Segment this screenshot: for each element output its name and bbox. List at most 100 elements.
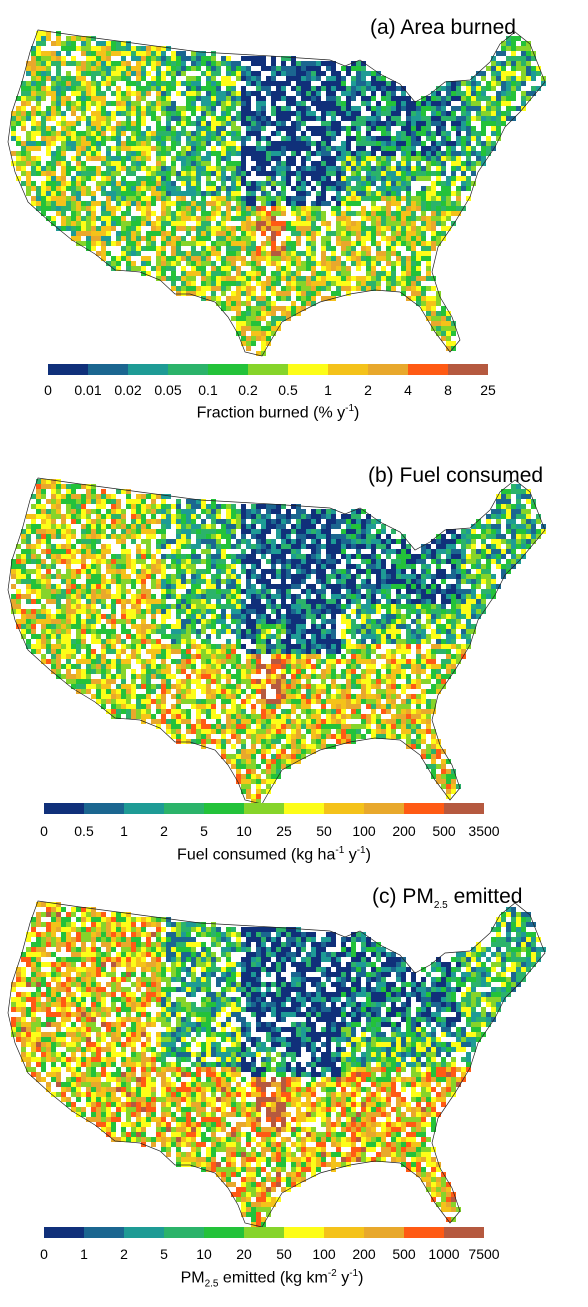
grid-cell: [361, 569, 366, 574]
grid-cell: [436, 126, 441, 131]
grid-cell: [376, 519, 381, 524]
grid-cell: [71, 499, 76, 504]
grid-cell: [201, 539, 206, 544]
grid-cell: [91, 36, 96, 41]
grid-cell: [236, 216, 241, 221]
grid-cell: [326, 156, 331, 161]
grid-cell: [246, 524, 251, 529]
grid-cell: [261, 316, 266, 321]
grid-cell: [291, 141, 296, 146]
grid-cell: [316, 161, 321, 166]
grid-cell: [406, 191, 411, 196]
grid-cell: [486, 106, 491, 111]
grid-cell: [141, 156, 146, 161]
grid-cell: [71, 196, 76, 201]
grid-cell: [331, 246, 336, 251]
grid-cell: [476, 141, 481, 146]
grid-cell: [396, 221, 401, 226]
grid-cell: [81, 41, 86, 46]
grid-cell: [296, 151, 301, 156]
grid-cell: [526, 489, 531, 494]
grid-cell: [151, 196, 156, 201]
grid-cell: [446, 311, 451, 316]
grid-cell: [141, 131, 146, 136]
grid-cell: [371, 276, 376, 281]
grid-cell: [511, 51, 516, 56]
grid-cell: [136, 121, 141, 126]
grid-cell: [301, 569, 306, 574]
grid-cell: [371, 191, 376, 196]
grid-cell: [321, 161, 326, 166]
grid-cell: [86, 569, 91, 574]
grid-cell: [51, 524, 56, 529]
grid-cell: [166, 504, 171, 509]
grid-cell: [411, 291, 416, 296]
grid-cell: [161, 151, 166, 156]
grid-cell: [156, 549, 161, 554]
grid-cell: [161, 101, 166, 106]
grid-cell: [341, 126, 346, 131]
grid-cell: [326, 166, 331, 171]
grid-cell: [166, 96, 171, 101]
grid-cell: [146, 111, 151, 116]
grid-cell: [246, 514, 251, 519]
grid-cell: [41, 81, 46, 86]
grid-cell: [396, 539, 401, 544]
grid-cell: [261, 231, 266, 236]
grid-cell: [46, 206, 51, 211]
grid-cell: [266, 251, 271, 256]
grid-cell: [416, 291, 421, 296]
grid-cell: [301, 534, 306, 539]
grid-cell: [316, 176, 321, 181]
grid-cell: [186, 201, 191, 206]
grid-cell: [136, 181, 141, 186]
grid-cell: [466, 86, 471, 91]
grid-cell: [36, 161, 41, 166]
grid-cell: [116, 579, 121, 584]
grid-cell: [56, 524, 61, 529]
grid-cell: [471, 126, 476, 131]
grid-cell: [121, 226, 126, 231]
grid-cell: [386, 106, 391, 111]
grid-cell: [366, 136, 371, 141]
grid-cell: [511, 524, 516, 529]
grid-cell: [81, 226, 86, 231]
grid-cell: [411, 126, 416, 131]
grid-cell: [51, 529, 56, 534]
grid-cell: [211, 201, 216, 206]
grid-cell: [191, 564, 196, 569]
grid-cell: [511, 91, 516, 96]
grid-cell: [391, 186, 396, 191]
grid-cell: [196, 156, 201, 161]
grid-cell: [86, 519, 91, 524]
grid-cell: [521, 509, 526, 514]
grid-cell: [356, 196, 361, 201]
grid-cell: [76, 46, 81, 51]
grid-cell: [226, 296, 231, 301]
grid-cell: [146, 166, 151, 171]
grid-cell: [276, 106, 281, 111]
grid-cell: [316, 271, 321, 276]
grid-cell: [361, 529, 366, 534]
grid-cell: [46, 116, 51, 121]
grid-cell: [146, 504, 151, 509]
grid-cell: [31, 96, 36, 101]
grid-cell: [276, 534, 281, 539]
grid-cell: [391, 181, 396, 186]
grid-cell: [291, 126, 296, 131]
grid-cell: [506, 514, 511, 519]
grid-cell: [221, 301, 226, 306]
grid-cell: [296, 231, 301, 236]
grid-cell: [406, 146, 411, 151]
grid-cell: [326, 286, 331, 291]
grid-cell: [211, 76, 216, 81]
grid-cell: [351, 524, 356, 529]
grid-cell: [71, 191, 76, 196]
grid-cell: [226, 504, 231, 509]
grid-cell: [246, 216, 251, 221]
grid-cell: [146, 196, 151, 201]
grid-cell: [266, 191, 271, 196]
grid-cell: [111, 569, 116, 574]
grid-cell: [146, 564, 151, 569]
grid-cell: [76, 61, 81, 66]
